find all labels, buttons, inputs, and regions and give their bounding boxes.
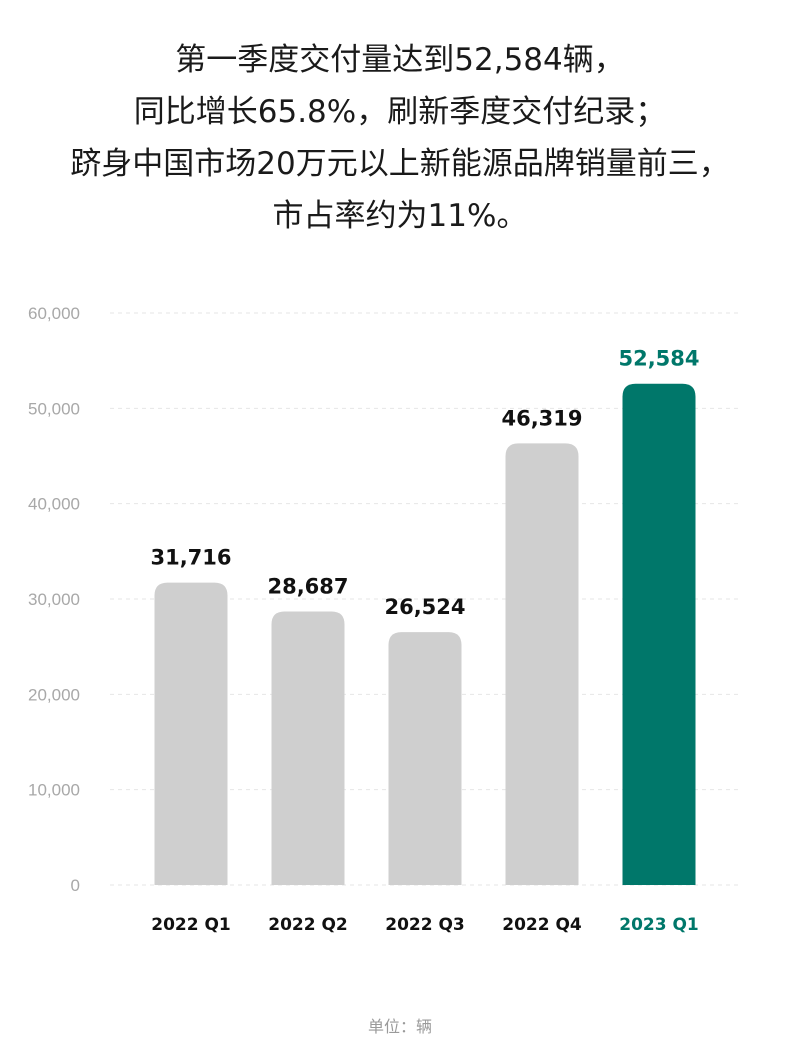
y-tick-label: 30,000 — [28, 590, 80, 609]
bar — [622, 383, 696, 885]
x-category-label: 2022 Q3 — [385, 915, 465, 935]
bar — [505, 443, 579, 885]
headline-line-3: 跻身中国市场20万元以上新能源品牌销量前三， — [70, 146, 730, 182]
bar-value-label: 28,687 — [267, 575, 348, 599]
y-tick-label: 20,000 — [28, 685, 80, 704]
x-category-label: 2022 Q2 — [268, 915, 348, 935]
y-tick-label: 0 — [71, 876, 80, 895]
y-tick-label: 60,000 — [28, 304, 80, 323]
headline: 第一季度交付量达到52,584辆， 同比增长65.8%，刷新季度交付纪录； 跻身… — [0, 34, 800, 242]
bar — [154, 582, 228, 885]
x-category-label: 2022 Q1 — [151, 915, 231, 935]
x-category-label: 2023 Q1 — [619, 915, 699, 935]
bar-value-label: 46,319 — [501, 406, 582, 430]
y-tick-label: 50,000 — [28, 399, 80, 418]
y-tick-label: 10,000 — [28, 781, 80, 800]
unit-note: 单位：辆 — [367, 1017, 432, 1036]
bar-value-label: 52,584 — [618, 347, 699, 371]
bar — [388, 632, 462, 885]
headline-line-4: 市占率约为11%。 — [272, 198, 528, 234]
bar-value-label: 26,524 — [384, 595, 465, 619]
headline-line-1: 第一季度交付量达到52,584辆， — [175, 42, 625, 78]
bar — [271, 611, 345, 885]
bar-value-label: 31,716 — [150, 546, 231, 570]
x-category-label: 2022 Q4 — [502, 915, 582, 935]
headline-line-2: 同比增长65.8%，刷新季度交付纪录； — [133, 94, 667, 130]
y-tick-label: 40,000 — [28, 495, 80, 514]
